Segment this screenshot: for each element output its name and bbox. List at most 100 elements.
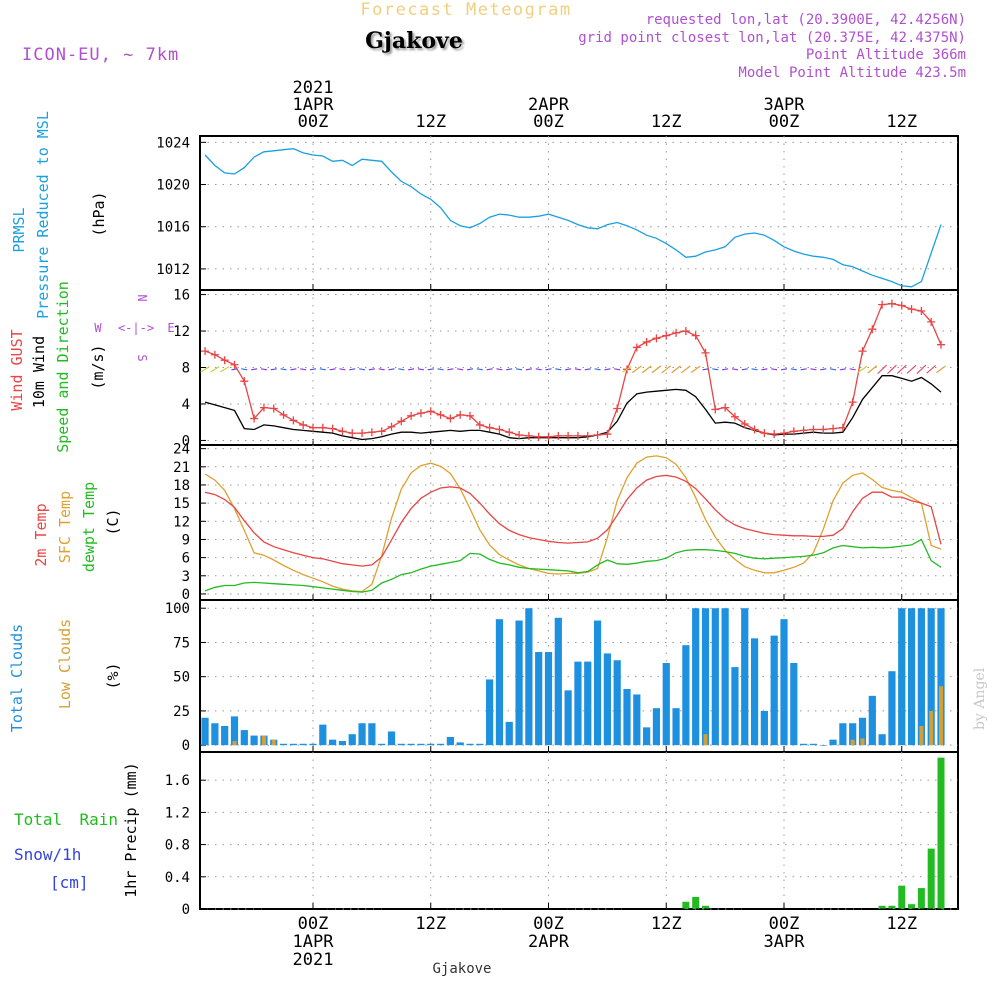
wind-direction-arrow <box>300 368 307 371</box>
total-cloud-bar <box>888 671 896 746</box>
gust-marker <box>917 306 926 315</box>
wind-direction-arrow <box>681 365 691 374</box>
gust-marker <box>289 416 298 425</box>
total-cloud-bar <box>348 734 356 746</box>
precip-bar <box>692 896 700 909</box>
gust-marker <box>534 432 543 441</box>
panel-clouds: 0 25 50 75 100 <box>165 599 959 754</box>
requested-coords: requested lon,lat (20.3900E, 42.4256N) <box>646 12 966 28</box>
wind-direction-arrow <box>622 366 632 373</box>
gust-label: Wind GUST <box>8 329 26 410</box>
gust-marker <box>387 422 396 431</box>
precip-bar <box>937 757 945 909</box>
wind-gust-line <box>204 303 942 438</box>
total-cloud-bar <box>476 743 484 746</box>
y-tick-label: 6 <box>182 551 190 567</box>
compass-west: W <box>94 321 102 335</box>
precip-bar <box>898 885 906 909</box>
clouds-unit: (%) <box>104 662 122 689</box>
total-cloud-bar <box>652 708 661 746</box>
total-cloud-bar <box>211 723 219 746</box>
total-cloud-bar <box>299 743 307 746</box>
gust-marker <box>789 427 798 436</box>
wind-direction-arrow <box>525 368 532 371</box>
y-tick-label: 0 <box>182 587 190 603</box>
low-cloud-bar <box>232 741 237 746</box>
total-cloud-bar <box>858 717 867 746</box>
precip-bar <box>702 905 709 909</box>
wind-direction-arrow <box>486 368 493 371</box>
wind-direction-arrow <box>651 365 662 374</box>
time-label-top: 12Z <box>651 112 682 132</box>
wind-direction-arrow <box>731 368 739 371</box>
wind-direction-arrow <box>476 368 483 371</box>
precip-bar <box>917 888 925 909</box>
low-cloud-bar <box>860 738 865 746</box>
wind-direction-arrow <box>771 368 778 371</box>
gust-marker <box>681 327 690 336</box>
gust-marker <box>593 430 602 439</box>
y-tick-label: 1020 <box>156 178 190 194</box>
wind-direction-arrow <box>447 368 454 371</box>
gust-marker <box>564 431 573 440</box>
wind-direction-arrow <box>408 368 415 371</box>
wind-direction-arrow <box>916 364 927 374</box>
total-cloud-bar <box>515 620 523 746</box>
wind-direction-arrow <box>702 368 709 371</box>
total-cloud-bar <box>643 727 651 746</box>
y-tick-label: 1012 <box>156 262 190 278</box>
precip-bar <box>908 904 916 909</box>
total-cloud-bar <box>692 608 700 746</box>
total-cloud-bar <box>633 694 641 746</box>
total-cloud-bar <box>878 734 886 746</box>
panel-frame <box>199 751 959 910</box>
total-cloud-bar <box>368 723 376 746</box>
wind-direction-arrow <box>574 368 582 371</box>
wind-direction-arrow <box>378 368 385 371</box>
compass-rose: N W E S <-|-> <box>94 294 174 361</box>
y-tick-label: 8 <box>182 361 190 377</box>
time-label-bottom: 12Z <box>651 914 682 934</box>
wind-direction-arrow <box>260 368 268 371</box>
total-cloud-bar <box>603 653 611 746</box>
time-label-bottom: 2APR <box>528 932 570 952</box>
low-clouds-label: Low Clouds <box>56 619 74 709</box>
total-cloud-bar <box>338 741 347 746</box>
gust-marker <box>760 429 769 438</box>
gust-marker <box>358 429 367 438</box>
model-point-altitude: Model Point Altitude 423.5m <box>738 65 966 81</box>
gust-marker <box>573 431 582 440</box>
gust-marker <box>554 431 563 440</box>
gust-marker <box>868 325 877 334</box>
sfc-temp-label: SFC Temp <box>56 491 74 563</box>
y-tick-label: 0.4 <box>165 870 190 886</box>
wind-direction-arrow <box>358 368 366 371</box>
compass-south: S <box>135 354 149 361</box>
gust-marker <box>367 428 376 437</box>
gust-marker <box>495 425 504 434</box>
low-cloud-bar <box>929 710 934 746</box>
y-tick-label: 18 <box>173 478 190 494</box>
wind-direction-arrow <box>810 368 817 371</box>
temp-unit: (C) <box>104 508 122 535</box>
grid-coords: grid point closest lon,lat (20.375E, 42.… <box>578 30 966 46</box>
wind-direction-arrow <box>309 368 317 371</box>
gust-marker <box>230 360 239 369</box>
wind-unit: (m/s) <box>89 344 107 389</box>
gust-marker <box>701 348 710 357</box>
credit-label: by Angel <box>972 667 988 730</box>
gust-marker <box>819 425 828 434</box>
total-cloud-bar <box>839 723 847 746</box>
gust-marker <box>407 411 416 420</box>
time-label-top: 3APR <box>764 95 806 115</box>
y-tick-label: 12 <box>173 514 190 530</box>
y-tick-label: 75 <box>173 635 190 651</box>
gust-marker <box>466 411 474 420</box>
gust-marker <box>809 425 818 434</box>
wind-direction-arrow <box>349 368 356 371</box>
wind-direction-arrow <box>427 368 434 371</box>
wind-direction-arrow <box>887 364 897 375</box>
gust-marker <box>583 431 592 440</box>
wind-direction-arrow <box>751 368 758 371</box>
